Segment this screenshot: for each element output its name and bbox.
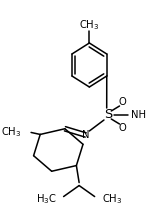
- Text: NH: NH: [131, 110, 146, 120]
- Text: O: O: [118, 97, 126, 107]
- Text: O: O: [118, 123, 126, 133]
- Text: CH$_3$: CH$_3$: [102, 193, 122, 206]
- Text: CH$_3$: CH$_3$: [1, 126, 22, 139]
- Text: S: S: [104, 108, 113, 122]
- Text: CH$_3$: CH$_3$: [79, 18, 100, 32]
- Text: H$_3$C: H$_3$C: [35, 193, 56, 206]
- Text: N: N: [82, 130, 89, 140]
